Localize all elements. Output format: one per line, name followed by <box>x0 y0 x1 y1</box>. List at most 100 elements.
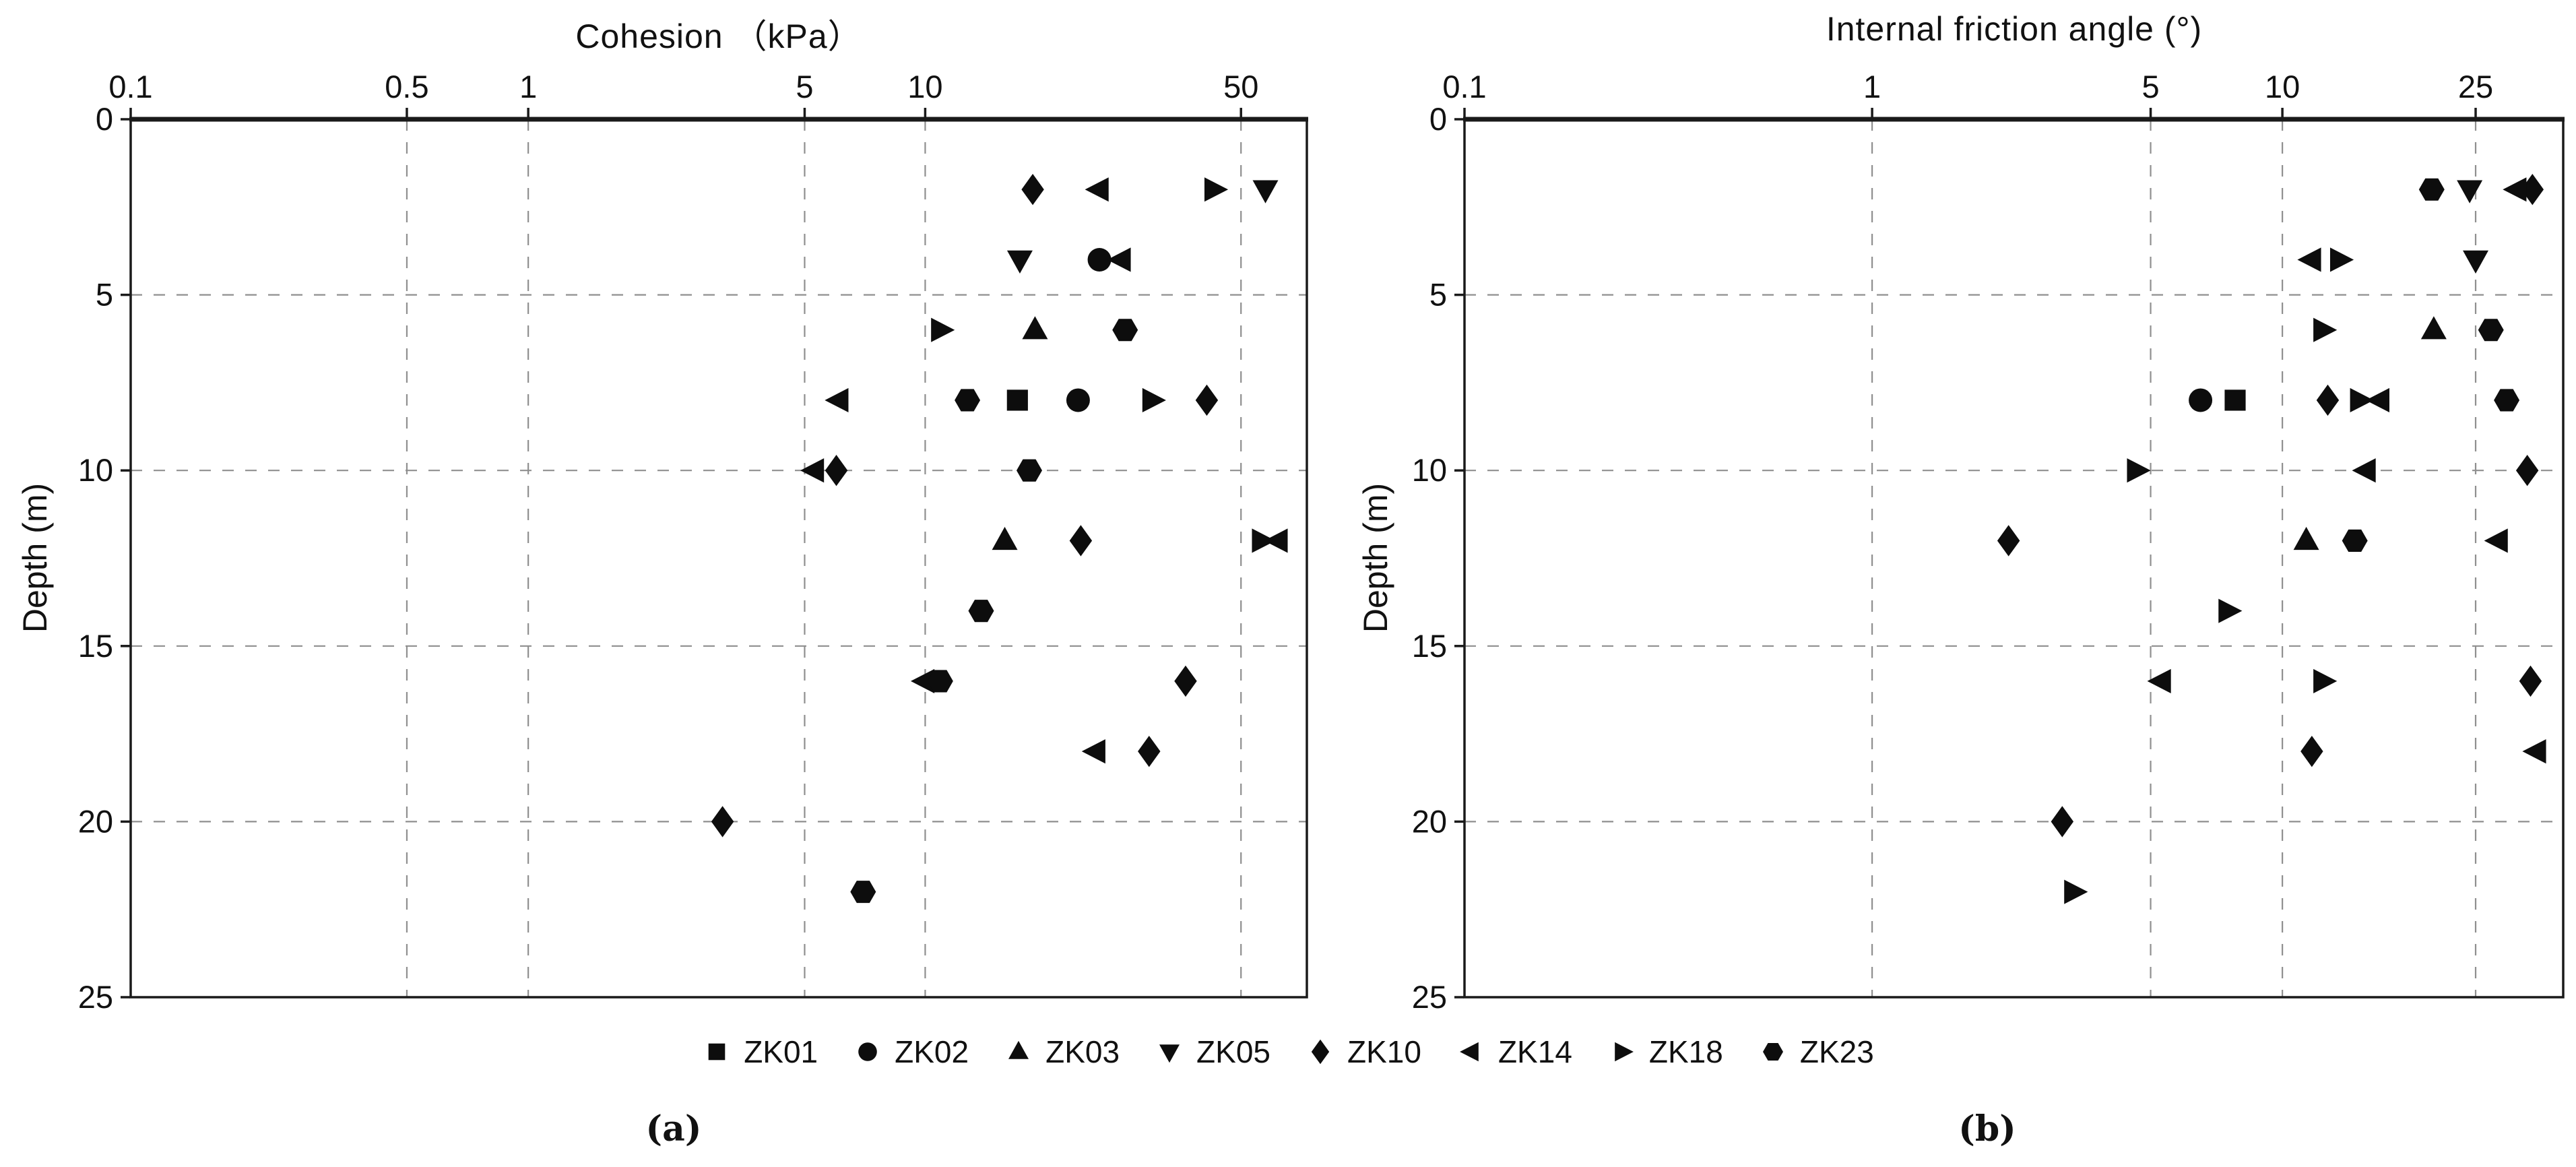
data-point-ZK03 <box>992 526 1018 550</box>
data-point-ZK05 <box>1006 250 1033 274</box>
data-point-ZK23 <box>2342 529 2368 552</box>
data-point-ZK14 <box>2297 247 2321 272</box>
x-tick-label: 5 <box>2142 69 2159 104</box>
legend: ZK01 ZK02 ZK03 ZK05 ZK10 ZK14 ZK18 ZK23 <box>0 1034 2576 1070</box>
x-tick-label: 5 <box>796 69 813 104</box>
zk10-marker-glyph <box>1311 1039 1330 1065</box>
legend-label: ZK23 <box>1799 1034 1874 1069</box>
y-tick-label: 20 <box>78 803 113 839</box>
data-point-ZK18 <box>1142 387 1166 413</box>
y-tick-label: 0 <box>1429 101 1447 137</box>
data-point-ZK10 <box>1174 665 1197 697</box>
zk05-marker-glyph <box>1159 1044 1180 1063</box>
x-tick-label: 25 <box>2458 69 2493 104</box>
data-point-ZK10 <box>2521 174 2544 206</box>
x-tick-label: 0.5 <box>385 69 428 104</box>
y-tick-label: 25 <box>78 979 113 1015</box>
data-point-ZK23 <box>2418 178 2445 201</box>
data-point-ZK10 <box>825 455 848 486</box>
legend-label: ZK03 <box>1045 1034 1120 1069</box>
data-point-ZK10 <box>2300 735 2323 767</box>
legend-label: ZK10 <box>1347 1034 1421 1069</box>
data-point-ZK10 <box>1195 384 1219 416</box>
data-point-ZK18 <box>2350 387 2374 413</box>
zk18-marker-icon <box>1615 1042 1634 1062</box>
data-point-ZK18 <box>2313 668 2338 693</box>
zk02-marker-glyph <box>858 1042 877 1061</box>
legend-item-zk23: ZK23 <box>1758 1034 1874 1070</box>
data-point-ZK14 <box>800 458 825 483</box>
legend-item-zk10: ZK10 <box>1306 1034 1421 1070</box>
data-point-ZK03 <box>2420 316 2447 340</box>
x-tick-label: 1 <box>519 69 537 104</box>
data-point-ZK23 <box>850 881 876 904</box>
data-point-ZK14 <box>2352 458 2376 483</box>
x-tick-label: 50 <box>1223 69 1258 104</box>
legend-label: ZK18 <box>1648 1034 1723 1069</box>
data-point-ZK10 <box>1021 174 1044 206</box>
data-point-ZK18 <box>2064 879 2088 904</box>
data-point-ZK23 <box>927 670 953 693</box>
y-tick-label: 10 <box>78 452 113 488</box>
depth-axis-label-right: Depth (m) <box>1357 482 1394 633</box>
x-tick-label: 0.1 <box>108 69 152 104</box>
data-point-ZK05 <box>2457 180 2483 203</box>
y-tick-label: 15 <box>78 628 113 664</box>
zk01-marker-icon <box>708 1043 726 1061</box>
data-point-ZK10 <box>711 806 734 838</box>
y-tick-label: 5 <box>96 277 113 313</box>
x-tick-label: 0.1 <box>1442 69 1486 104</box>
plot-border <box>1463 118 2565 999</box>
data-point-ZK18 <box>2218 598 2243 623</box>
friction-plot-title: Internal friction angle (°) <box>1826 10 2203 48</box>
data-point-ZK03 <box>1022 316 1048 340</box>
data-point-ZK18 <box>1204 177 1229 202</box>
y-tick-label: 10 <box>1412 452 1447 488</box>
data-point-ZK14 <box>1085 177 1109 202</box>
data-point-ZK23 <box>1112 319 1138 342</box>
legend-item-zk03: ZK03 <box>1004 1034 1120 1070</box>
zk14-marker-glyph <box>1460 1042 1479 1062</box>
zk18-marker-glyph <box>1615 1042 1634 1062</box>
zk03-marker-glyph <box>1008 1040 1029 1059</box>
data-point-ZK14 <box>1264 528 1288 553</box>
x-tick-label: 1 <box>1863 69 1881 104</box>
legend-label: ZK01 <box>744 1034 818 1069</box>
y-tick-label: 5 <box>1429 277 1447 313</box>
data-point-ZK14 <box>2365 387 2389 413</box>
y-tick-label: 20 <box>1412 803 1447 839</box>
data-point-ZK01 <box>1006 389 1028 411</box>
legend-item-zk18: ZK18 <box>1607 1034 1723 1070</box>
data-point-ZK14 <box>2503 177 2527 202</box>
y-tick-label: 25 <box>1412 979 1447 1015</box>
data-point-ZK02 <box>1087 248 1112 272</box>
legend-item-zk14: ZK14 <box>1456 1034 1572 1070</box>
data-point-ZK05 <box>2463 250 2489 274</box>
data-point-ZK10 <box>2316 384 2340 416</box>
caption-b: (b) <box>1958 1108 2016 1149</box>
data-point-ZK23 <box>1016 459 1042 482</box>
zk03-marker-icon <box>1008 1040 1029 1059</box>
legend-label: ZK05 <box>1196 1034 1270 1069</box>
depth-axis-label-left: Depth (m) <box>16 482 54 633</box>
data-point-ZK10 <box>1997 525 2020 557</box>
data-point-ZK14 <box>1081 739 1105 764</box>
data-point-ZK05 <box>1252 180 1279 203</box>
zk10-marker-icon <box>1311 1039 1330 1065</box>
data-point-ZK14 <box>2147 668 2171 693</box>
data-point-ZK14 <box>910 668 935 693</box>
data-point-ZK18 <box>2329 247 2354 272</box>
zk14-marker-icon <box>1460 1042 1479 1062</box>
data-point-ZK01 <box>2224 389 2246 411</box>
data-point-ZK03 <box>2293 526 2319 550</box>
x-tick-label: 10 <box>2265 69 2300 104</box>
data-point-ZK18 <box>1252 528 1276 553</box>
data-point-ZK23 <box>968 600 994 623</box>
x-tick-label: 10 <box>907 69 942 104</box>
cohesion-plot-title: Cohesion （kPa） <box>575 18 862 55</box>
legend-item-zk02: ZK02 <box>853 1034 969 1070</box>
data-point-ZK10 <box>2515 455 2539 486</box>
zk01-marker-glyph <box>708 1043 726 1061</box>
